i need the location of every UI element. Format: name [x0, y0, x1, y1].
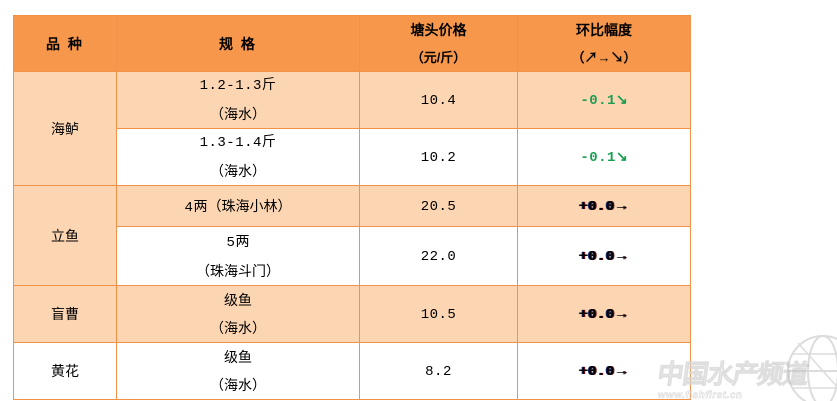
svg-text:www.fishfirst.cn: www.fishfirst.cn	[656, 390, 743, 401]
